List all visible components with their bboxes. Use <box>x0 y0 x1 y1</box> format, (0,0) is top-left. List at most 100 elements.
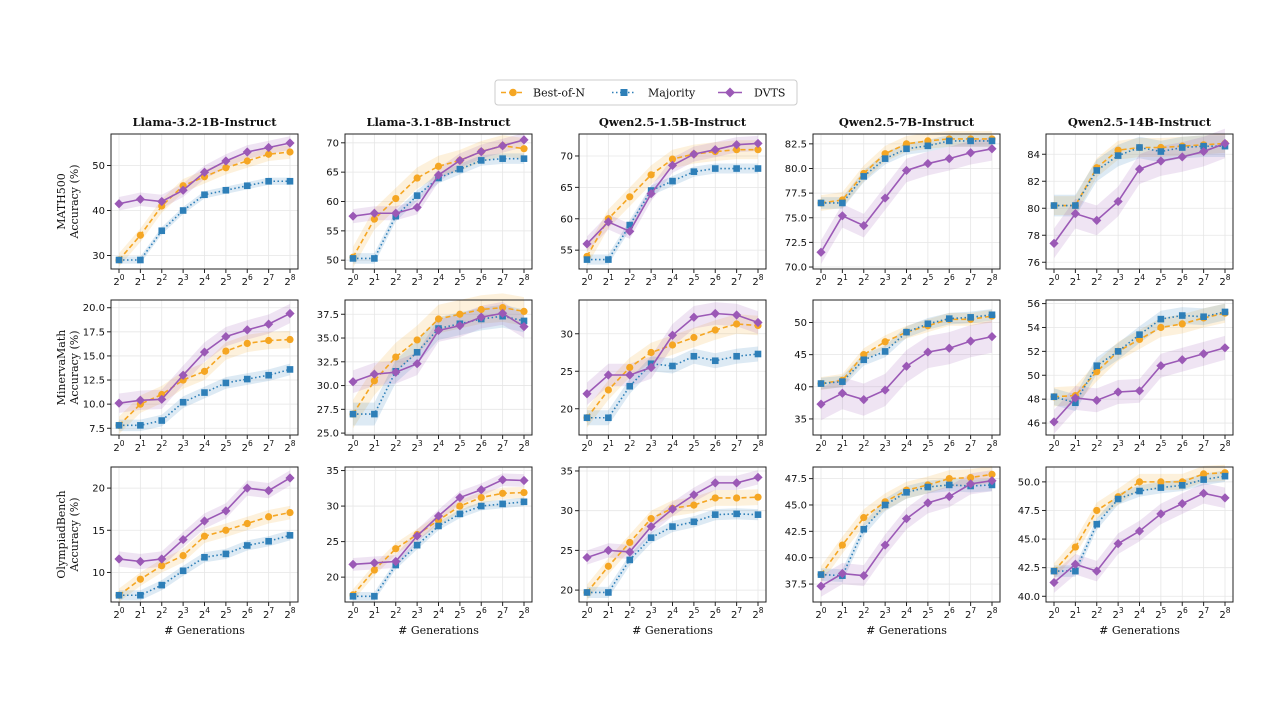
x-tick-base: 2 <box>347 610 353 621</box>
x-tick-exponent: 7 <box>1204 273 1209 282</box>
x-tick-label: 26 <box>242 606 253 621</box>
x-tick-base: 2 <box>412 443 418 454</box>
x-tick-exponent: 6 <box>248 606 253 615</box>
x-tick-label: 26 <box>242 273 253 288</box>
panel-title: Qwen2.5-14B-Instruct <box>1068 115 1212 129</box>
data-point-dvts <box>369 558 379 568</box>
x-tick-label: 24 <box>433 273 444 288</box>
data-point-dvts <box>987 144 997 154</box>
data-point-majority <box>669 362 676 370</box>
x-tick-exponent: 2 <box>865 606 870 615</box>
x-tick-base: 2 <box>731 610 737 621</box>
data-point-dvts <box>732 478 742 488</box>
x-tick-base: 2 <box>603 277 609 288</box>
x-tick-exponent: 1 <box>375 606 380 615</box>
data-point-majority <box>1157 148 1165 155</box>
x-tick-label: 23 <box>646 606 657 621</box>
x-tick-label: 27 <box>1198 273 1209 288</box>
y-tick-label: 42.5 <box>785 527 807 538</box>
x-tick-label: 27 <box>1198 606 1209 621</box>
y-tick-label: 40.0 <box>1018 592 1040 603</box>
data-point-dvts <box>455 155 465 166</box>
data-point-dvts <box>753 472 763 482</box>
data-point-best-of-n <box>286 335 294 344</box>
y-axis-label-line: Accuracy (%) <box>68 164 81 239</box>
data-point-best-of-n <box>265 513 273 521</box>
x-tick-exponent: 8 <box>759 273 764 282</box>
data-point-best-of-n <box>434 162 443 170</box>
x-tick-exponent: 8 <box>525 606 530 615</box>
data-point-majority <box>583 589 591 596</box>
data-point-majority <box>924 483 932 491</box>
data-point-best-of-n <box>286 508 294 517</box>
x-tick-base: 2 <box>646 277 652 288</box>
x-tick-base: 2 <box>837 443 843 454</box>
panel-title: Qwen2.5-1.5B-Instruct <box>599 115 747 129</box>
data-point-dvts <box>199 347 210 357</box>
data-point-dvts <box>519 135 529 145</box>
data-point-dvts <box>603 545 613 555</box>
y-axis-label-line: MATH500 <box>55 173 68 230</box>
y-tick-label: 50 <box>92 161 105 172</box>
x-tick-base: 2 <box>731 277 737 288</box>
x-tick-base: 2 <box>263 443 269 454</box>
x-tick-exponent: 7 <box>503 273 508 282</box>
data-point-dvts <box>646 189 656 199</box>
data-point-dvts <box>1092 395 1102 405</box>
x-tick-exponent: 3 <box>184 439 189 448</box>
data-point-dvts <box>625 370 635 380</box>
data-point-dvts <box>199 167 210 177</box>
data-point-best-of-n <box>413 336 421 344</box>
x-tick-base: 2 <box>497 443 503 454</box>
data-point-dvts <box>135 194 145 204</box>
x-tick-exponent: 2 <box>1098 439 1103 448</box>
data-point-dvts <box>412 531 422 541</box>
x-tick-base: 2 <box>1091 443 1097 454</box>
x-tick-exponent: 1 <box>1076 273 1081 282</box>
x-tick-base: 2 <box>433 610 439 621</box>
x-tick-exponent: 3 <box>1119 439 1124 448</box>
y-tick-label: 35 <box>326 466 339 477</box>
confidence-band-dvts <box>1054 483 1225 593</box>
data-point-majority <box>1136 487 1143 495</box>
x-tick-exponent: 8 <box>291 606 296 615</box>
y-tick-label: 40 <box>794 382 807 393</box>
x-tick-base: 2 <box>815 443 821 454</box>
data-point-dvts <box>114 199 124 209</box>
data-point-dvts <box>221 156 231 166</box>
x-tick-base: 2 <box>242 610 248 621</box>
data-point-dvts <box>710 308 720 319</box>
x-tick-label: 24 <box>199 439 210 454</box>
x-tick-exponent: 8 <box>1226 439 1231 448</box>
legend-entry-best-of-n: Best-of-N <box>501 87 585 100</box>
data-point-best-of-n <box>265 336 273 345</box>
x-tick-label: 21 <box>837 606 848 621</box>
x-tick-base: 2 <box>454 443 460 454</box>
y-tick-label: 10 <box>92 568 105 579</box>
x-tick-exponent: 5 <box>929 606 934 615</box>
x-tick-exponent: 8 <box>993 439 998 448</box>
y-tick-label: 37.5 <box>317 310 339 321</box>
data-point-dvts <box>178 370 188 380</box>
x-tick-base: 2 <box>815 277 821 288</box>
x-tick-exponent: 4 <box>439 439 444 448</box>
data-point-dvts <box>816 581 826 591</box>
x-tick-exponent: 4 <box>439 273 444 282</box>
data-point-majority <box>520 498 528 506</box>
x-tick-base: 2 <box>837 277 843 288</box>
x-tick-label: 20 <box>1048 273 1059 288</box>
data-point-majority <box>349 255 357 262</box>
x-tick-exponent: 8 <box>525 439 530 448</box>
y-tick-label: 54 <box>1027 323 1040 334</box>
x-tick-label: 22 <box>624 439 635 454</box>
data-point-dvts <box>582 389 592 399</box>
x-tick-base: 2 <box>880 610 886 621</box>
x-tick-base: 2 <box>497 277 503 288</box>
x-tick-label: 26 <box>242 439 253 454</box>
x-tick-label: 25 <box>688 273 699 288</box>
data-point-majority <box>286 177 294 185</box>
x-tick-base: 2 <box>901 610 907 621</box>
data-point-dvts <box>391 556 401 567</box>
x-tick-exponent: 4 <box>907 606 912 615</box>
x-tick-label: 22 <box>390 439 401 454</box>
